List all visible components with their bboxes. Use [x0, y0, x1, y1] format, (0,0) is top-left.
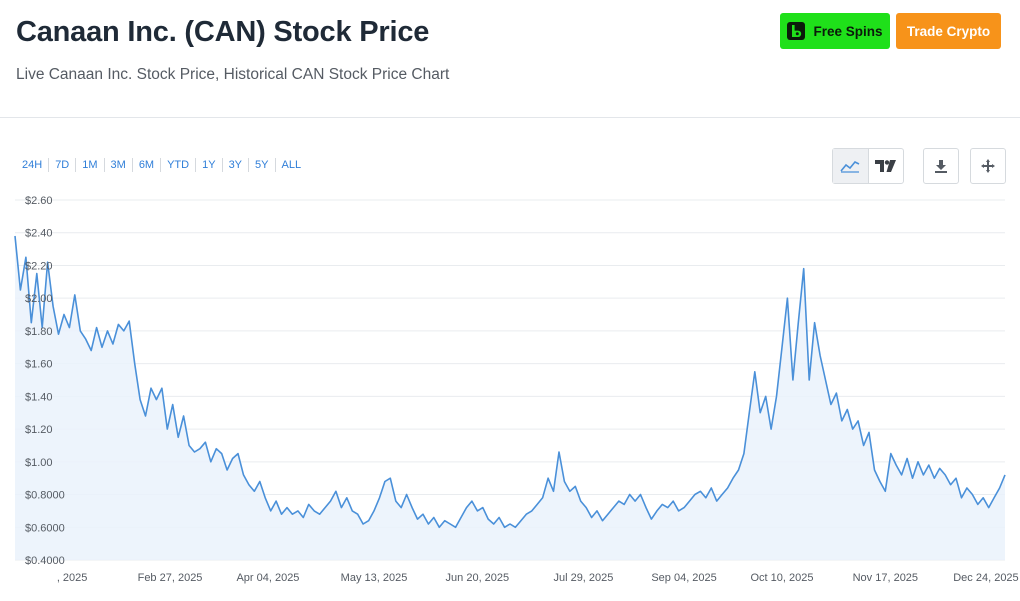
x-tick-label: Dec 24, 2025 [953, 572, 1018, 584]
header-divider [0, 117, 1020, 118]
toggle-separator [867, 149, 869, 183]
range-selector: 24H 7D 1M 3M 6M YTD 1Y 3Y 5Y ALL [16, 158, 307, 172]
range-ytd[interactable]: YTD [161, 158, 197, 172]
x-tick-label: Feb 27, 2025 [138, 572, 203, 584]
y-tick-label: $0.4000 [25, 555, 65, 567]
line-chart-icon [840, 161, 860, 173]
x-tick-label: Sep 04, 2025 [651, 572, 716, 584]
page-subtitle: Live Canaan Inc. Stock Price, Historical… [16, 66, 450, 83]
trade-crypto-button[interactable]: Trade Crypto [896, 13, 1001, 49]
range-3y[interactable]: 3Y [223, 158, 250, 172]
range-5y[interactable]: 5Y [249, 158, 276, 172]
free-spins-button[interactable]: Free Spins [780, 13, 890, 49]
price-line [14, 235, 1006, 529]
tradingview-button[interactable] [868, 149, 903, 183]
line-chart-button[interactable] [833, 149, 868, 183]
x-tick-label: May 13, 2025 [341, 572, 408, 584]
b-logo-icon [787, 22, 806, 40]
range-3m[interactable]: 3M [105, 158, 133, 172]
range-1y[interactable]: 1Y [196, 158, 223, 172]
y-tick-label: $2.40 [25, 228, 53, 240]
price-chart[interactable]: $0.4000 $0.6000 $0.8000 $1.00 $1.20 $1.40 $1.6… [0, 190, 1020, 601]
y-tick-label: $0.6000 [25, 522, 65, 534]
range-6m[interactable]: 6M [133, 158, 162, 172]
x-axis-labels: , 2025 Feb 27, 2025 Apr 04, 2025 May 13, 20… [57, 572, 1019, 584]
page-title: Canaan Inc. (CAN) Stock Price [16, 16, 430, 48]
tradingview-icon [874, 160, 896, 172]
y-tick-label: $2.00 [25, 293, 53, 305]
y-tick-label: $2.20 [25, 260, 53, 272]
download-button[interactable] [923, 148, 959, 184]
range-24h[interactable]: 24H [16, 158, 50, 172]
y-tick-label: $1.00 [25, 457, 53, 469]
x-tick-label: , 2025 [57, 572, 88, 584]
range-all[interactable]: ALL [281, 159, 302, 171]
range-1m[interactable]: 1M [76, 158, 105, 172]
pan-button[interactable] [970, 148, 1006, 184]
y-tick-label: $1.80 [25, 326, 53, 338]
range-7d[interactable]: 7D [49, 158, 77, 172]
y-axis-labels: $0.4000 $0.6000 $0.8000 $1.00 $1.20 $1.40 $1.6… [25, 195, 65, 567]
x-tick-label: Jul 29, 2025 [553, 572, 613, 584]
y-tick-label: $1.40 [25, 391, 53, 403]
y-tick-label: $1.20 [25, 424, 53, 436]
x-tick-label: Apr 04, 2025 [236, 572, 299, 584]
x-tick-label: Jun 20, 2025 [446, 572, 510, 584]
x-tick-label: Oct 10, 2025 [750, 572, 813, 584]
y-tick-label: $1.60 [25, 359, 53, 371]
y-tick-label: $0.8000 [25, 490, 65, 502]
trade-crypto-label: Trade Crypto [906, 23, 991, 39]
free-spins-label: Free Spins [813, 23, 883, 39]
y-tick-label: $2.60 [25, 195, 53, 207]
price-area-fill [15, 236, 1005, 560]
pan-icon [981, 159, 995, 173]
download-icon [935, 160, 947, 173]
chart-type-toggle [832, 148, 904, 184]
x-tick-label: Nov 17, 2025 [853, 572, 918, 584]
